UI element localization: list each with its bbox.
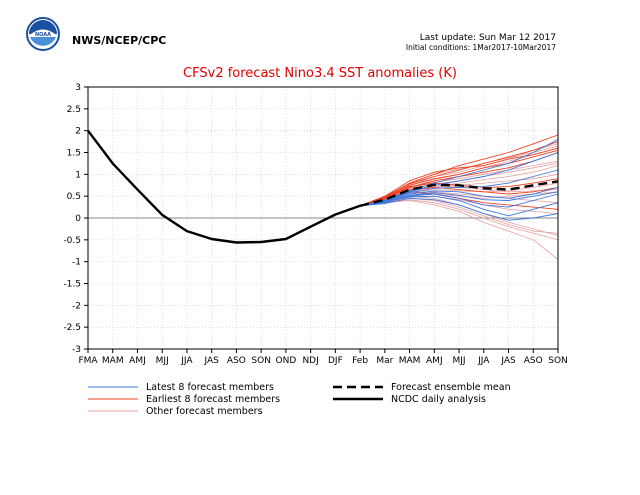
x-tick-label: NDJ	[302, 356, 318, 366]
x-tick-label: SON	[548, 356, 568, 366]
x-tick-label: SON	[251, 356, 271, 366]
initial-conditions: Initial conditions: 1Mar2017-10Mar2017	[406, 43, 556, 52]
earliest-member-line	[359, 149, 559, 207]
logo-text: NOAA	[35, 32, 51, 38]
legend-label-analysis: NCDC daily analysis	[391, 394, 486, 405]
latest-member-line	[360, 195, 559, 217]
y-tick-label: 1.5	[67, 149, 81, 159]
y-axis-ticks: 3 2.5 2 1.5 1 0.5 0 -0.5 -1 -1.5 -2 -2.5 -3	[63, 83, 88, 355]
x-tick-label: Feb	[352, 356, 368, 366]
y-tick-label: 2.5	[67, 105, 81, 115]
x-tick-label: JJA	[477, 356, 490, 366]
ensemble-mean-line	[359, 180, 559, 207]
y-tick-label: -1.5	[63, 280, 81, 290]
y-tick-label: 0	[75, 214, 81, 224]
x-tick-label: Mar	[376, 356, 393, 366]
agency-label: NWS/NCEP/CPC	[72, 34, 166, 47]
legend-label-latest: Latest 8 forecast members	[146, 382, 274, 393]
x-tick-label: AMJ	[129, 356, 146, 366]
x-tick-label: JJA	[180, 356, 193, 366]
x-tick-label: OND	[276, 356, 297, 366]
y-tick-label: -1	[72, 258, 81, 268]
noaa-logo: NOAA	[26, 17, 60, 51]
latest-member-line	[360, 186, 559, 207]
forecast-members	[359, 134, 559, 260]
x-tick-label: MAM	[399, 356, 421, 366]
x-tick-label: ASO	[524, 356, 543, 366]
earliest-member-line	[359, 141, 559, 207]
x-tick-label: MJJ	[453, 356, 466, 366]
latest-member-line	[360, 169, 559, 207]
x-tick-label: JAS	[203, 356, 219, 366]
analysis-line	[87, 129, 361, 244]
x-tick-label: DJF	[328, 356, 343, 366]
x-tick-label: AMJ	[426, 356, 443, 366]
y-tick-label: 1	[75, 170, 81, 180]
x-tick-label: ASO	[227, 356, 246, 366]
x-axis-ticks: FMA MAM AMJ MJJ JJA JAS ASO SON OND NDJ DJF Feb Mar M…	[78, 349, 568, 366]
latest-member-line	[360, 197, 559, 221]
legend-label-mean: Forecast ensemble mean	[391, 382, 511, 393]
y-tick-label: -3	[72, 345, 81, 355]
y-tick-label: -2	[72, 301, 81, 311]
y-tick-label: 3	[75, 83, 81, 93]
y-tick-label: 0.5	[67, 192, 81, 202]
y-tick-label: -2.5	[63, 323, 81, 333]
main-lines	[87, 129, 559, 244]
y-tick-label: 2	[75, 127, 81, 137]
legend-label-earliest: Earliest 8 forecast members	[146, 394, 280, 405]
x-tick-label: MAM	[102, 356, 124, 366]
chart-title: CFSv2 forecast Nino3.4 SST anomalies (K)	[183, 66, 457, 81]
x-tick-label: FMA	[78, 356, 98, 366]
y-tick-label: -0.5	[63, 236, 81, 246]
x-tick-label: MJJ	[156, 356, 169, 366]
legend-label-other: Other forecast members	[146, 406, 263, 417]
x-tick-label: JAS	[500, 356, 516, 366]
last-update: Last update: Sun Mar 12 2017	[420, 33, 556, 43]
